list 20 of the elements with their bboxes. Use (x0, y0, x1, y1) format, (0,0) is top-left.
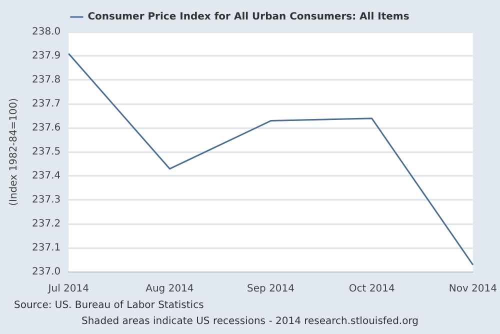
y-tick-label: 237.1 (32, 242, 61, 254)
x-tick-label: Jul 2014 (47, 284, 89, 295)
y-tick-label: 238.0 (32, 26, 61, 38)
x-tick-label: Nov 2014 (448, 284, 498, 295)
y-tick-label: 237.9 (32, 50, 61, 62)
y-tick-label: 237.7 (32, 98, 61, 110)
source-note: Source: US. Bureau of Labor Statistics (14, 300, 204, 311)
y-tick-label: 237.0 (32, 266, 61, 278)
y-tick-label: 237.3 (32, 194, 61, 206)
y-tick-label: 237.8 (32, 74, 61, 86)
x-tick-label: Sep 2014 (247, 284, 295, 295)
x-tick-label: Oct 2014 (348, 284, 395, 295)
y-tick-label: 237.2 (32, 218, 61, 230)
y-tick-label: 237.4 (32, 170, 61, 182)
x-tick-label: Aug 2014 (146, 284, 194, 295)
y-tick-label: 237.6 (32, 122, 61, 134)
y-axis-title: (Index 1982-84=100) (8, 98, 20, 206)
y-tick-label: 237.5 (32, 146, 61, 158)
text: Shaded areas indicate US recessions - 2014 research.stlouisfed.org (80, 316, 420, 327)
legend-label: Consumer Price Index for All Urban Consumers: All Items (88, 12, 410, 23)
